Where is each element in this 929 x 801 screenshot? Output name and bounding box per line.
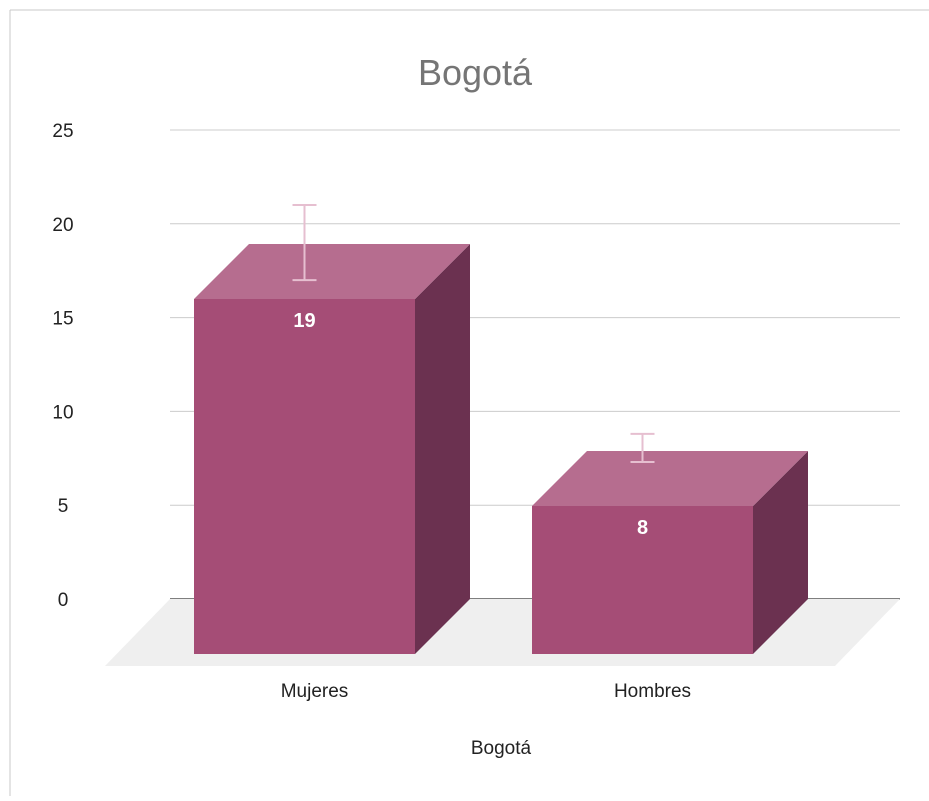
error-bar [292,204,317,282]
error-bar [630,432,655,464]
bar-top [532,451,808,506]
bar-mujeres: 19 [194,204,470,654]
chart-title: Bogotá [418,52,533,93]
y-tick-label: 25 [52,121,73,142]
y-tick-label: 10 [52,402,73,423]
y-tick-label: 0 [58,590,69,611]
bars: 19 8 [194,204,808,654]
x-tick-label: Mujeres [281,681,349,702]
bar-front [194,299,415,654]
y-tick-label: 20 [52,215,73,236]
bar-hombres: 8 [532,432,808,654]
y-axis-ticks: 0 5 10 15 20 25 [52,121,73,611]
bar-side [753,451,808,654]
y-tick-label: 15 [52,309,73,330]
data-label: 8 [637,517,648,539]
bar-side [415,244,470,654]
data-label: 19 [293,310,315,332]
x-axis-title: Bogotá [471,738,532,759]
bar-front [532,506,753,654]
y-tick-label: 5 [58,496,69,517]
x-tick-label: Hombres [614,681,691,702]
bar-top [194,244,470,299]
x-axis-ticks: Mujeres Hombres [281,681,691,702]
